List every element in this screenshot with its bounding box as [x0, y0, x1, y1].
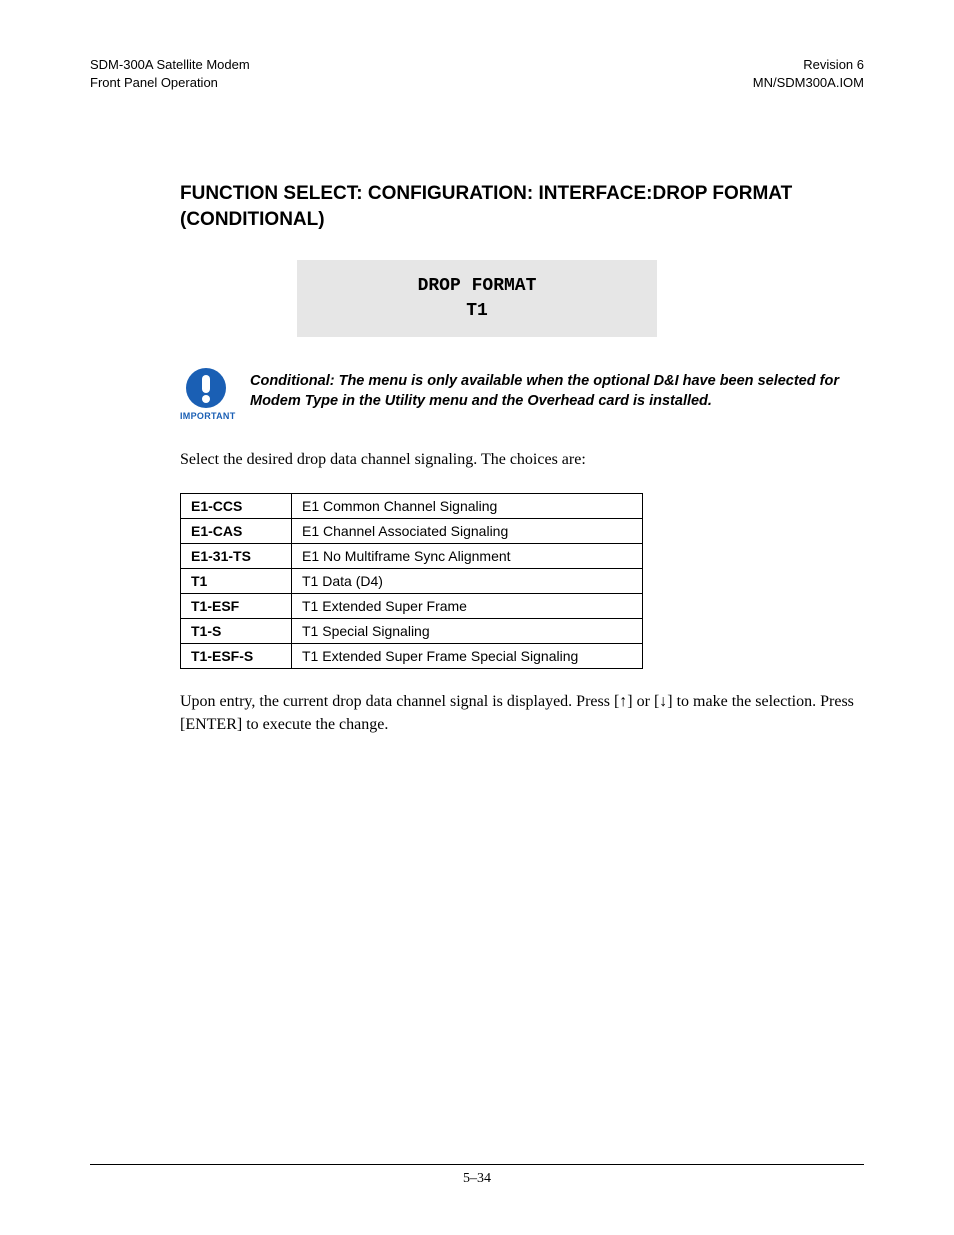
page-footer: 5–34: [90, 1164, 864, 1187]
signal-desc: E1 Channel Associated Signaling: [292, 519, 643, 544]
signal-code: E1-CCS: [181, 494, 292, 519]
lcd-line1: DROP FORMAT: [307, 274, 647, 298]
page: SDM-300A Satellite Modem Front Panel Ope…: [0, 0, 954, 1235]
important-label: IMPORTANT: [180, 411, 232, 421]
signal-code: E1-31-TS: [181, 544, 292, 569]
table-row: E1-31-TSE1 No Multiframe Sync Alignment: [181, 544, 643, 569]
signal-desc: E1 Common Channel Signaling: [292, 494, 643, 519]
header-product: SDM-300A Satellite Modem: [90, 56, 250, 74]
signal-desc: T1 Special Signaling: [292, 619, 643, 644]
intro-text: Select the desired drop data channel sig…: [180, 449, 864, 471]
table-row: E1-CCSE1 Common Channel Signaling: [181, 494, 643, 519]
signal-code: T1: [181, 569, 292, 594]
signal-code: T1-ESF: [181, 594, 292, 619]
important-icon: IMPORTANT: [180, 367, 232, 421]
section-title: FUNCTION SELECT: CONFIGURATION: INTERFAC…: [180, 181, 864, 232]
table-row: T1T1 Data (D4): [181, 569, 643, 594]
lcd-line2: T1: [307, 299, 647, 323]
header-section: Front Panel Operation: [90, 74, 250, 92]
signal-desc: T1 Extended Super Frame: [292, 594, 643, 619]
table-row: T1-ESF-ST1 Extended Super Frame Special …: [181, 644, 643, 669]
header-revision: Revision 6: [753, 56, 864, 74]
signal-desc: E1 No Multiframe Sync Alignment: [292, 544, 643, 569]
important-text: Conditional: The menu is only available …: [250, 367, 864, 412]
header-docid: MN/SDM300A.IOM: [753, 74, 864, 92]
signal-code: T1-S: [181, 619, 292, 644]
page-number: 5–34: [90, 1164, 864, 1187]
table-row: T1-ESFT1 Extended Super Frame: [181, 594, 643, 619]
signaling-table-body: E1-CCSE1 Common Channel SignalingE1-CASE…: [181, 494, 643, 669]
outro-text: Upon entry, the current drop data channe…: [180, 691, 864, 736]
signal-code: T1-ESF-S: [181, 644, 292, 669]
section-title-line2: (CONDITIONAL): [180, 209, 325, 230]
table-row: E1-CASE1 Channel Associated Signaling: [181, 519, 643, 544]
signaling-table: E1-CCSE1 Common Channel SignalingE1-CASE…: [180, 493, 643, 669]
lcd-display: DROP FORMAT T1: [297, 260, 657, 337]
page-header: SDM-300A Satellite Modem Front Panel Ope…: [90, 56, 864, 91]
section-title-line1: FUNCTION SELECT: CONFIGURATION: INTERFAC…: [180, 183, 792, 204]
important-note: IMPORTANT Conditional: The menu is only …: [180, 367, 864, 421]
header-left: SDM-300A Satellite Modem Front Panel Ope…: [90, 56, 250, 91]
header-right: Revision 6 MN/SDM300A.IOM: [753, 56, 864, 91]
signal-desc: T1 Extended Super Frame Special Signalin…: [292, 644, 643, 669]
signal-code: E1-CAS: [181, 519, 292, 544]
signal-desc: T1 Data (D4): [292, 569, 643, 594]
table-row: T1-ST1 Special Signaling: [181, 619, 643, 644]
